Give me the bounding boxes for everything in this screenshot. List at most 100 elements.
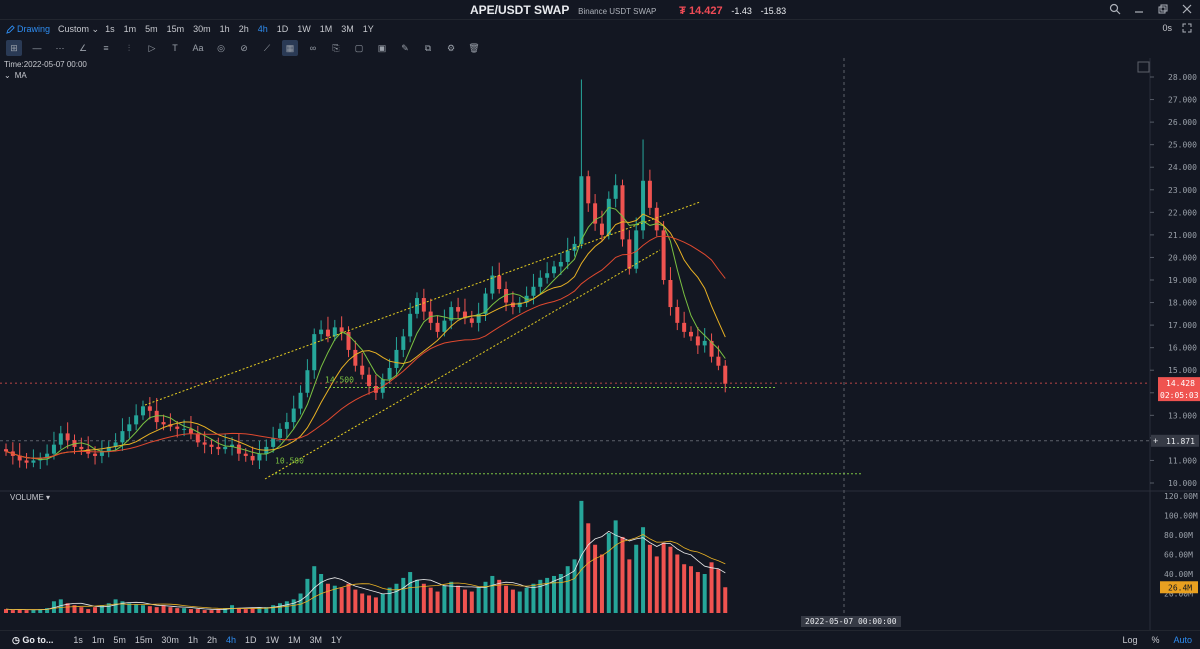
price-chart[interactable]: 28.000 27.000 26.000 25.000 24.000 23.000 22.0… — [0, 58, 1200, 630]
candle-body — [284, 422, 289, 429]
candle-body — [305, 370, 310, 393]
bottom-interval-1s[interactable]: 1s — [73, 635, 83, 645]
volume-indicator-label[interactable]: VOLUME ▾ — [10, 493, 50, 502]
lower-trendline[interactable] — [264, 249, 661, 480]
bottom-interval-1h[interactable]: 1h — [187, 635, 198, 645]
top-interval-15m[interactable]: 15m — [166, 24, 185, 34]
horizontal-line-icon[interactable]: — — [32, 43, 42, 53]
top-interval-1h[interactable]: 1h — [219, 24, 230, 34]
line-tool-icon[interactable]: ⊘ — [240, 42, 248, 53]
ma-fast-line — [5, 206, 726, 461]
last-price: ₮ 14.427 — [679, 5, 723, 17]
candle-body — [695, 336, 700, 346]
volume-bar — [93, 607, 98, 613]
volume-bar — [723, 587, 728, 613]
restore-icon[interactable] — [1156, 3, 1170, 17]
clone-icon[interactable]: ⧉ — [424, 42, 432, 53]
volume-bar — [552, 575, 556, 613]
plus-icon[interactable]: + — [1153, 436, 1158, 446]
caret-down-icon: ▾ — [46, 493, 51, 502]
minimize-icon[interactable] — [1132, 3, 1146, 17]
candle-body — [325, 329, 330, 337]
upper-trendline[interactable] — [144, 201, 701, 406]
interval-list: 1s 1m 5m 15m 30m 1h 2h 4h 1D 1W 1M 3M 1Y — [105, 24, 383, 34]
countdown-setting[interactable]: 0s — [1162, 23, 1172, 33]
fullscreen-icon[interactable] — [1182, 23, 1192, 35]
bottom-interval-1m[interactable]: 1M — [288, 635, 301, 645]
top-interval-3m[interactable]: 3M — [341, 24, 354, 34]
brush-icon[interactable]: ▣ — [377, 42, 387, 53]
volume-bar — [702, 574, 707, 613]
candle-body — [558, 261, 563, 267]
volume-bar — [113, 599, 118, 613]
trash-icon[interactable]: 🗑 — [468, 42, 480, 53]
magnet-icon[interactable]: ⟋ — [263, 42, 271, 53]
link-icon[interactable]: ⎘ — [332, 42, 340, 53]
drawing-toggle[interactable]: Drawing — [6, 24, 50, 34]
log-scale-toggle[interactable]: Log — [1122, 635, 1138, 645]
fib-retracement-icon[interactable]: ⫶ — [127, 42, 131, 53]
candle-body — [442, 320, 447, 332]
price-tick-label: 23.000 — [1168, 186, 1197, 195]
percent-scale-toggle[interactable]: % — [1151, 635, 1160, 645]
symbol-title[interactable]: APE/USDT SWAP — [470, 3, 570, 17]
settings-icon[interactable]: ⚙ — [446, 42, 456, 53]
top-interval-1m[interactable]: 1m — [123, 24, 137, 34]
top-interval-4h[interactable]: 4h — [257, 24, 268, 34]
bottom-bar: ◷ Go to... 1s 1m 5m 15m 30m 1h 2h 4h 1D 1W 1M 3M 1Y … — [0, 630, 1200, 649]
top-interval-1m[interactable]: 1M — [319, 24, 333, 34]
volume-bar — [250, 608, 255, 613]
candle-body — [654, 207, 659, 231]
custom-interval-dropdown[interactable]: Custom ⌄ — [58, 24, 99, 35]
top-interval-30m[interactable]: 30m — [193, 24, 211, 34]
text-icon[interactable]: T — [172, 43, 178, 53]
bottom-interval-2h[interactable]: 2h — [206, 635, 217, 645]
arrow-icon[interactable]: ▷ — [148, 42, 156, 53]
lock-icon[interactable]: ✎ — [401, 42, 409, 53]
bottom-interval-1d[interactable]: 1D — [244, 635, 257, 645]
top-interval-1s[interactable]: 1s — [105, 24, 115, 34]
close-icon[interactable] — [1180, 3, 1194, 17]
bottom-interval-30m[interactable]: 30m — [161, 635, 179, 645]
volume-bar — [168, 607, 173, 613]
bottom-interval-4h[interactable]: 4h — [225, 635, 236, 645]
volume-bar — [264, 607, 269, 613]
screenshot-icon[interactable] — [1137, 61, 1150, 73]
crosshair-icon[interactable]: ⊞ — [6, 40, 22, 56]
bottom-interval-3m[interactable]: 3M — [309, 635, 323, 645]
visibility-icon[interactable]: ∞ — [309, 43, 317, 53]
pattern-icon[interactable]: Aa — [192, 43, 204, 53]
note-icon[interactable]: ▢ — [354, 42, 364, 53]
volume-bar — [634, 544, 639, 613]
candle-body — [58, 433, 63, 445]
last-price-box — [1158, 377, 1200, 402]
volume-bar — [373, 597, 378, 613]
parallel-lines-icon[interactable]: ≡ — [103, 43, 109, 53]
ma-indicator-row[interactable]: ⌄ MA — [4, 71, 87, 80]
price-tick-label: 10.000 — [1168, 479, 1197, 488]
top-interval-1w[interactable]: 1W — [297, 24, 311, 34]
price-tick-label: 28.000 — [1168, 73, 1197, 82]
volume-tick-label: 100.00M — [1164, 512, 1198, 521]
angle-line-icon[interactable]: ∠ — [78, 42, 88, 53]
bottom-interval-5m[interactable]: 5m — [113, 635, 126, 645]
search-icon[interactable] — [1108, 3, 1122, 17]
bottom-interval-1m[interactable]: 1m — [91, 635, 105, 645]
top-interval-1y[interactable]: 1Y — [362, 24, 374, 34]
multi-line-icon[interactable]: ⋯ — [55, 42, 65, 53]
candle-body — [552, 266, 556, 274]
measure-icon[interactable]: ◎ — [217, 42, 225, 53]
bottom-interval-list: 1s 1m 5m 15m 30m 1h 2h 4h 1D 1W 1M 3M 1Y — [73, 635, 351, 645]
bottom-interval-15m[interactable]: 15m — [134, 635, 153, 645]
candle-body — [490, 275, 495, 294]
top-interval-2h[interactable]: 2h — [238, 24, 249, 34]
interval-bar-right: 0s — [1162, 23, 1192, 35]
top-interval-5m[interactable]: 5m — [145, 24, 158, 34]
eraser-icon[interactable]: ▦ — [282, 40, 298, 56]
goto-button[interactable]: ◷ Go to... — [12, 635, 53, 646]
volume-bar — [517, 591, 522, 613]
bottom-interval-1y[interactable]: 1Y — [331, 635, 343, 645]
top-interval-1d[interactable]: 1D — [276, 24, 289, 34]
auto-scale-toggle[interactable]: Auto — [1173, 635, 1192, 645]
bottom-interval-1w[interactable]: 1W — [265, 635, 280, 645]
